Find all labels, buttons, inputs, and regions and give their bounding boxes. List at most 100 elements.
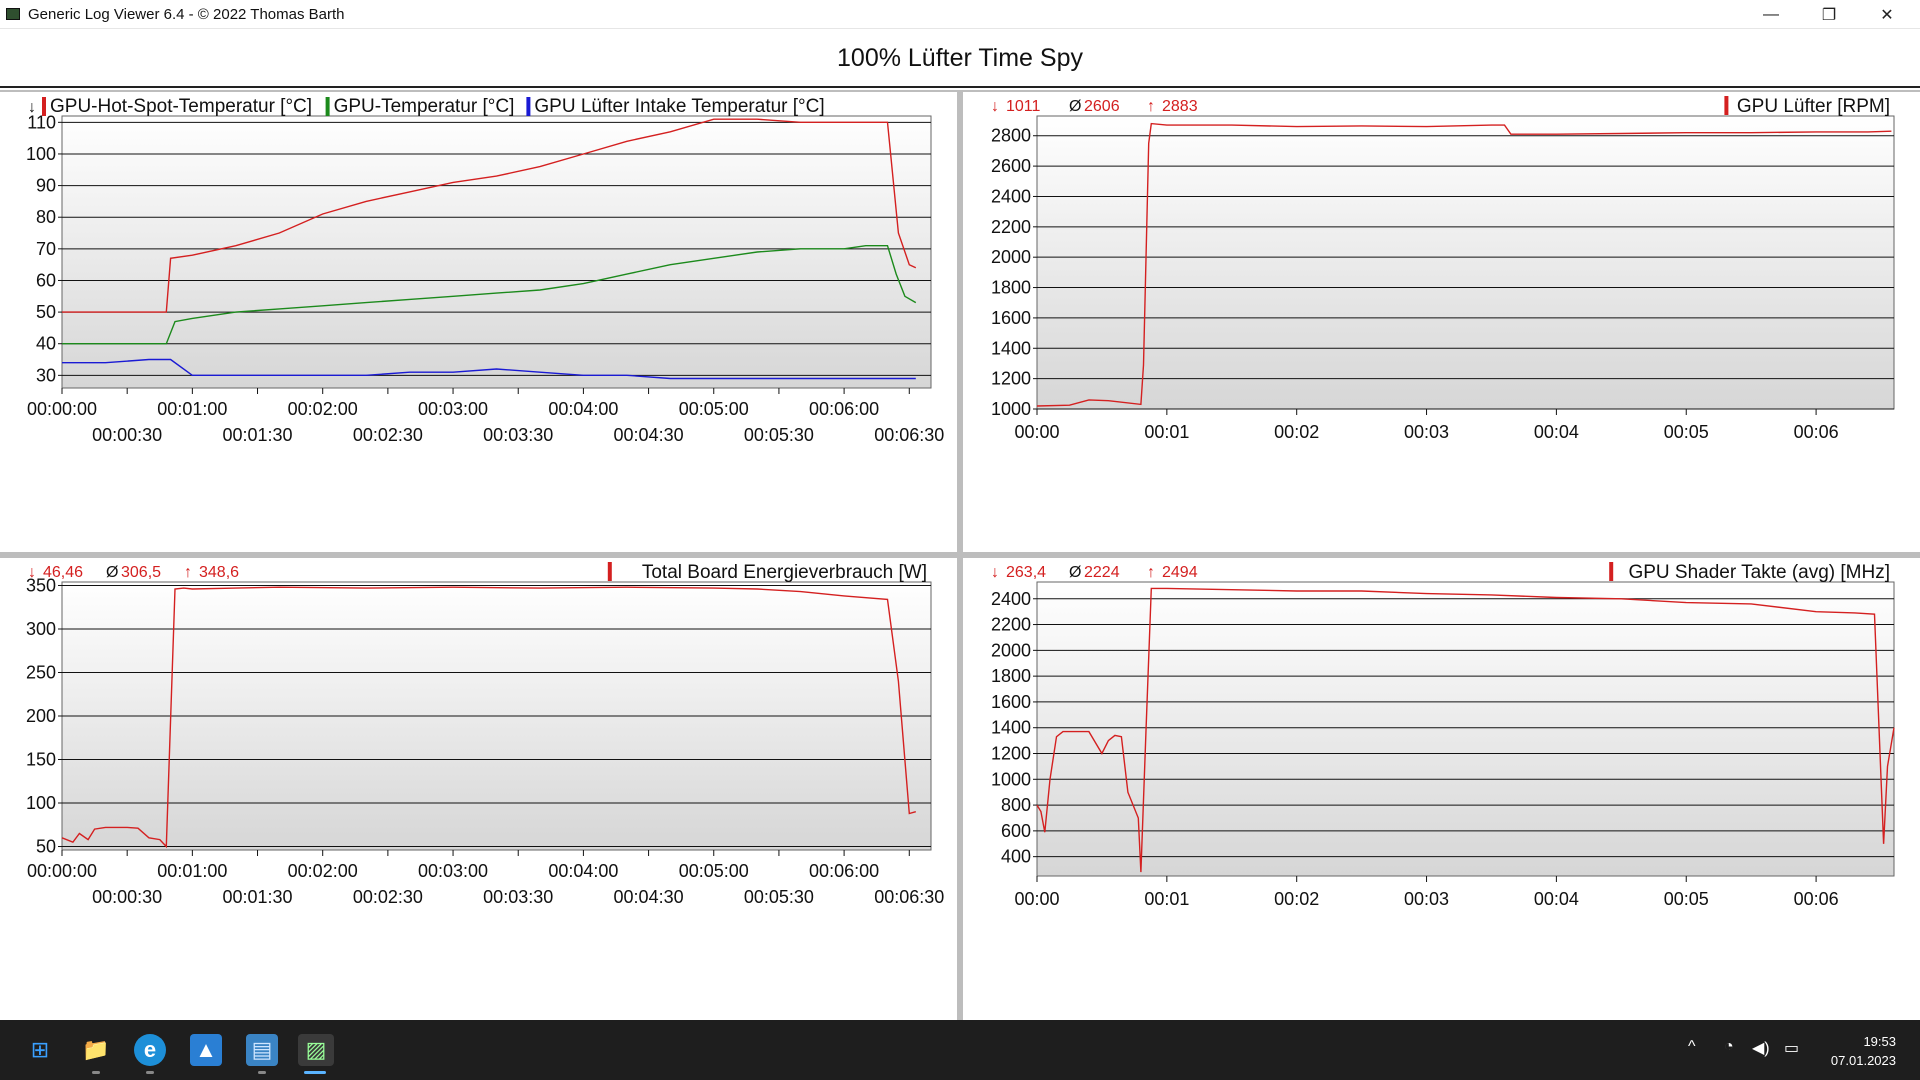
battery-icon[interactable]: ▭	[1784, 1040, 1800, 1057]
temperature-chart-panel[interactable]: 30 40 50 60 70 80 90 100 110 00:00:00 00:01:00 00:0…	[0, 92, 957, 552]
power-chart: 50 100 150 200 250 300 350 00:00:00 00:01:00 00:0…	[26, 562, 944, 907]
y-tick-label: 80	[36, 207, 56, 227]
wifi-icon[interactable]: ◔	[1724, 1038, 1734, 1055]
explorer-indicator	[92, 1071, 100, 1074]
notepad-icon[interactable]: ▤	[246, 1034, 278, 1066]
legend-marker	[325, 97, 330, 116]
legend-marker	[607, 562, 612, 581]
close-button[interactable]: ✕	[1880, 6, 1894, 24]
x-tick-label: 00:04:00	[548, 861, 618, 881]
clock-date: 07.01.2023	[1830, 1053, 1896, 1068]
x-tick-label: 00:01:30	[222, 887, 292, 907]
stat-max: 2494	[1162, 564, 1198, 581]
stat-avg: 306,5	[121, 564, 161, 581]
clock-time: 19:53	[1863, 1034, 1896, 1049]
power-chart-panel[interactable]: 50 100 150 200 250 300 350 00:00:00 00:01:00 00:0…	[0, 558, 957, 1020]
legend-marker	[1609, 562, 1614, 581]
plot-area	[61, 115, 932, 389]
x-tick-label: 00:00	[1014, 422, 1059, 442]
legend-label: GPU-Hot-Spot-Temperatur [°C]	[50, 96, 312, 117]
x-tick-label: 00:00:30	[92, 425, 162, 445]
x-tick-label: 00:03:30	[483, 425, 553, 445]
x-tick-label: 00:02:30	[353, 425, 423, 445]
app-icon	[6, 8, 20, 20]
y-tick-label: 1600	[991, 692, 1031, 712]
y-tick-label: 1600	[991, 308, 1031, 328]
edge-indicator	[146, 1071, 154, 1074]
y-tick-label: 110	[27, 112, 56, 132]
x-tick-label: 00:01:30	[222, 425, 292, 445]
stat-avg-symbol: Ø	[1069, 564, 1081, 581]
restore-button[interactable]: ❐	[1821, 6, 1837, 24]
x-tick-label: 00:05	[1664, 422, 1709, 442]
series-line-0	[1036, 587, 1895, 873]
clock[interactable]: 19:53 07.01.2023	[1831, 1032, 1896, 1070]
y-tick-label: 1200	[991, 744, 1031, 764]
y-tick-label: 1800	[991, 666, 1031, 686]
y-tick-label: 2200	[991, 217, 1031, 237]
sort-marker: ↓	[28, 99, 36, 116]
y-tick-label: 1400	[991, 338, 1031, 358]
stat-min-symbol: ↓	[991, 98, 999, 115]
y-tick-label: 150	[26, 750, 56, 770]
stat-min: 263,4	[1006, 564, 1046, 581]
y-tick-label: 400	[1001, 847, 1031, 867]
x-tick-label: 00:05	[1664, 889, 1709, 909]
series-line-0	[1036, 122, 1892, 407]
series-line-2	[62, 358, 916, 380]
minimize-button[interactable]: —	[1763, 5, 1779, 23]
stat-avg-symbol: Ø	[106, 564, 118, 581]
y-tick-label: 2800	[991, 126, 1031, 146]
x-tick-label: 00:02:00	[288, 399, 358, 419]
y-tick-label: 600	[1001, 821, 1031, 841]
stat-avg: 2606	[1084, 98, 1120, 115]
series-line-0	[61, 586, 916, 849]
stat-avg: 2224	[1084, 564, 1120, 581]
stat-max: 2883	[1162, 98, 1198, 115]
y-tick-label: 1000	[991, 399, 1031, 419]
y-tick-label: 250	[26, 662, 56, 682]
x-tick-label: 00:03	[1404, 422, 1449, 442]
y-tick-label: 1400	[991, 718, 1031, 738]
photos-icon[interactable]: ▲	[190, 1034, 222, 1066]
file-explorer-icon[interactable]: 📁	[82, 1037, 110, 1062]
y-tick-label: 200	[26, 706, 56, 726]
x-tick-label: 00:00	[1014, 889, 1059, 909]
fan-chart-panel[interactable]: 1000 1200 1400 1600 1800 2000 2200 2400 2600 2800…	[963, 92, 1920, 552]
y-tick-label: 90	[36, 176, 56, 196]
x-tick-label: 00:01	[1144, 422, 1189, 442]
taskbar: ⊞ 📁 e ▲ ▤ ▨ ^ ◔ ◀) ▭ 19:53 07.01.2023	[0, 1020, 1920, 1080]
x-tick-label: 00:01:00	[157, 861, 227, 881]
y-tick-label: 1200	[991, 369, 1031, 389]
x-tick-label: 00:04:30	[614, 425, 684, 445]
x-tick-label: 00:06	[1794, 422, 1839, 442]
x-tick-label: 00:02	[1274, 889, 1319, 909]
legend-marker	[1724, 96, 1729, 115]
y-tick-label: 100	[26, 144, 56, 164]
legend-label: Total Board Energieverbrauch [W]	[642, 562, 927, 583]
log-viewer-icon[interactable]: ▨	[298, 1034, 334, 1066]
log-viewer-indicator	[304, 1071, 326, 1074]
y-tick-label: 2400	[991, 186, 1031, 206]
volume-icon[interactable]: ◀)	[1752, 1040, 1770, 1057]
stat-avg-symbol: Ø	[1069, 98, 1081, 115]
x-tick-label: 00:05:30	[744, 887, 814, 907]
stat-max-symbol: ↑	[1147, 564, 1155, 581]
clock-chart-panel[interactable]: 400 600 800 1000 1200 1400 1600 1800 2000 2200 240…	[963, 558, 1920, 1020]
x-tick-label: 00:04:00	[548, 399, 618, 419]
y-tick-label: 2200	[991, 615, 1031, 635]
y-tick-label: 2000	[991, 247, 1031, 267]
tray-overflow-icon[interactable]: ^	[1688, 1038, 1696, 1055]
y-tick-label: 1000	[991, 769, 1031, 789]
window-title: Generic Log Viewer 6.4 - © 2022 Thomas B…	[28, 6, 345, 23]
edge-icon[interactable]: e	[134, 1034, 166, 1066]
start-icon[interactable]: ⊞	[30, 1037, 50, 1062]
y-tick-label: 60	[36, 270, 56, 290]
y-tick-label: 800	[1001, 795, 1031, 815]
x-tick-label: 00:06	[1794, 889, 1839, 909]
x-tick-label: 00:02	[1274, 422, 1319, 442]
x-tick-label: 00:00:30	[92, 887, 162, 907]
title-bar: Generic Log Viewer 6.4 - © 2022 Thomas B…	[0, 0, 1920, 29]
series-line-0	[62, 118, 917, 313]
legend-marker	[526, 97, 531, 116]
